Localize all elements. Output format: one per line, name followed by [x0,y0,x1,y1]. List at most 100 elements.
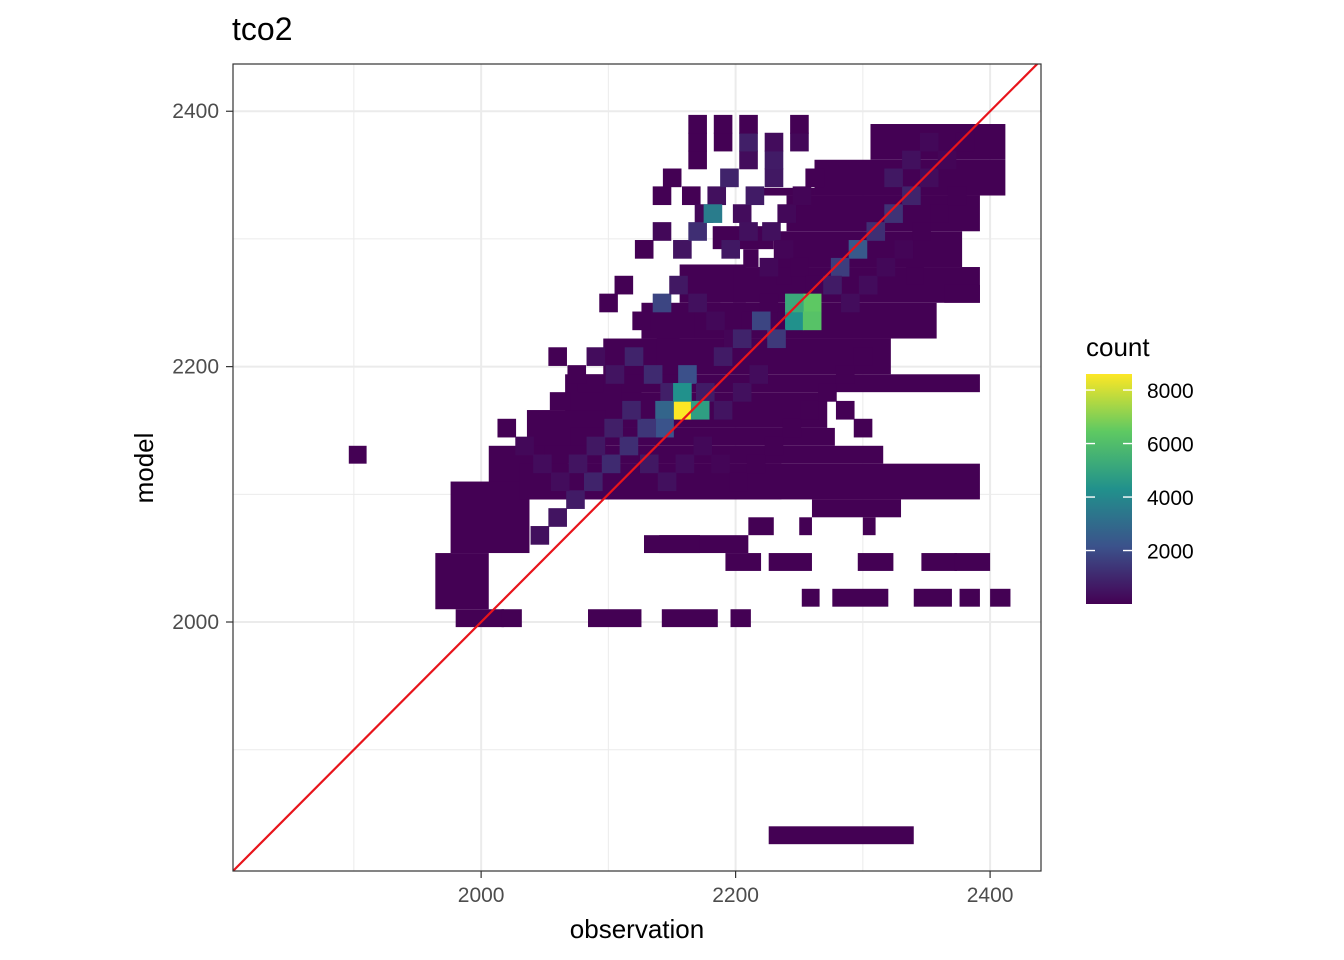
heatmap-tile [830,257,850,277]
chart-title: tco2 [232,11,292,47]
heatmap-tile [497,418,517,438]
heatmap-tile [902,150,921,170]
heatmap-tile [713,114,733,134]
heatmap-tile [805,275,825,295]
heatmap-tile [853,347,873,366]
heatmap-tile [919,168,939,188]
heatmap-region [906,267,924,285]
heatmap-tile [858,275,878,295]
heatmap-tile [566,490,585,509]
color-legend: count 2000 4000 6000 8000 [1086,332,1194,604]
heatmap-tile [652,293,672,313]
heatmap-tile [599,293,618,313]
heatmap-tile [937,150,957,170]
heatmap-region [921,553,958,571]
heatmap-tile [601,454,621,474]
heatmap-tile [912,222,931,241]
heatmap-tile [802,293,822,313]
heatmap-tile [637,418,657,438]
legend-tick-label: 8000 [1147,380,1194,403]
heatmap-tile [767,329,786,349]
heatmap-tile [835,400,855,420]
heatmap-tile [721,240,741,259]
heatmap-tile [835,365,855,384]
heatmap-tile [762,222,781,241]
heatmap-tile [662,168,682,188]
heatmap-tile [823,275,842,295]
heatmap-tile [764,150,784,170]
heatmap-tile [655,418,674,438]
heatmap-tile [739,114,758,134]
heatmap-tile [732,329,752,349]
heatmap-tile [675,454,695,474]
heatmap-tile [707,186,727,206]
heatmap-tile [605,365,625,384]
heatmap-region [348,445,367,464]
heatmap-tile [785,311,804,331]
heatmap-tile [515,436,534,456]
heatmap-tile [639,454,659,474]
heatmap-tile [688,222,707,241]
heatmap-tiles [348,114,1011,845]
plot-panel-border [232,63,1042,872]
heatmap-region [643,535,700,554]
x-axis-title: observation [570,914,704,944]
colorbar [1086,374,1132,604]
heatmap-region [990,588,1011,607]
heatmap-tile [790,114,809,134]
heatmap-tile [632,311,651,331]
legend-tick-label: 4000 [1147,487,1194,510]
heatmap-tile [673,400,692,420]
heatmap-tile [695,383,715,402]
heatmap-region [455,609,505,628]
heatmap-tile [693,436,713,456]
heatmap-region [768,826,914,845]
heatmap-region [450,481,530,554]
legend-title: count [1086,332,1150,362]
heatmap-tile [681,186,701,206]
heatmap-tile [764,168,784,188]
heatmap-tile [732,204,752,223]
heatmap-tile [586,436,606,456]
heatmap-tile [853,418,873,438]
heatmap-tile [930,204,949,223]
heatmap-tile [604,418,623,438]
heatmap-tile [805,168,825,188]
heatmap-region [862,517,876,536]
heatmap-region [725,553,762,571]
heatmap-tile [876,257,896,277]
heatmap-region [549,392,571,411]
heatmap-tile [848,240,868,259]
heatmap-tile [746,454,766,474]
heatmap-region [730,609,751,628]
heatmap-tile [655,400,674,420]
heatmap-tile [759,293,779,313]
heatmap-region [811,499,902,518]
heatmap-tile [745,186,765,206]
legend-tick-label: 2000 [1147,541,1194,564]
heatmap-tile [777,204,797,223]
heatmap-tile [902,186,921,206]
heatmap-tile [548,347,567,366]
heatmap-tile [550,472,570,492]
heatmap-tile [739,222,758,241]
heatmap-region [743,249,759,268]
heatmap-region [776,267,792,285]
heatmap-region [768,553,812,571]
heatmap-tile [790,257,809,277]
heatmap-region [750,187,815,196]
heatmap-tile [688,150,707,170]
heatmap-tile [584,472,603,492]
legend-tick-label: 6000 [1147,434,1194,457]
heatmap-tile [586,347,606,366]
legend-ticks: 2000 4000 6000 8000 [1086,380,1194,564]
heatmap-region [954,553,991,571]
heatmap-tile [624,347,644,366]
heatmap-tile [785,293,804,313]
heatmap-tile [729,472,748,492]
heatmap-tile [688,114,707,134]
heatmap-region [588,609,642,628]
heatmap-tile [619,436,639,456]
x-tick-label: 2400 [967,884,1014,907]
